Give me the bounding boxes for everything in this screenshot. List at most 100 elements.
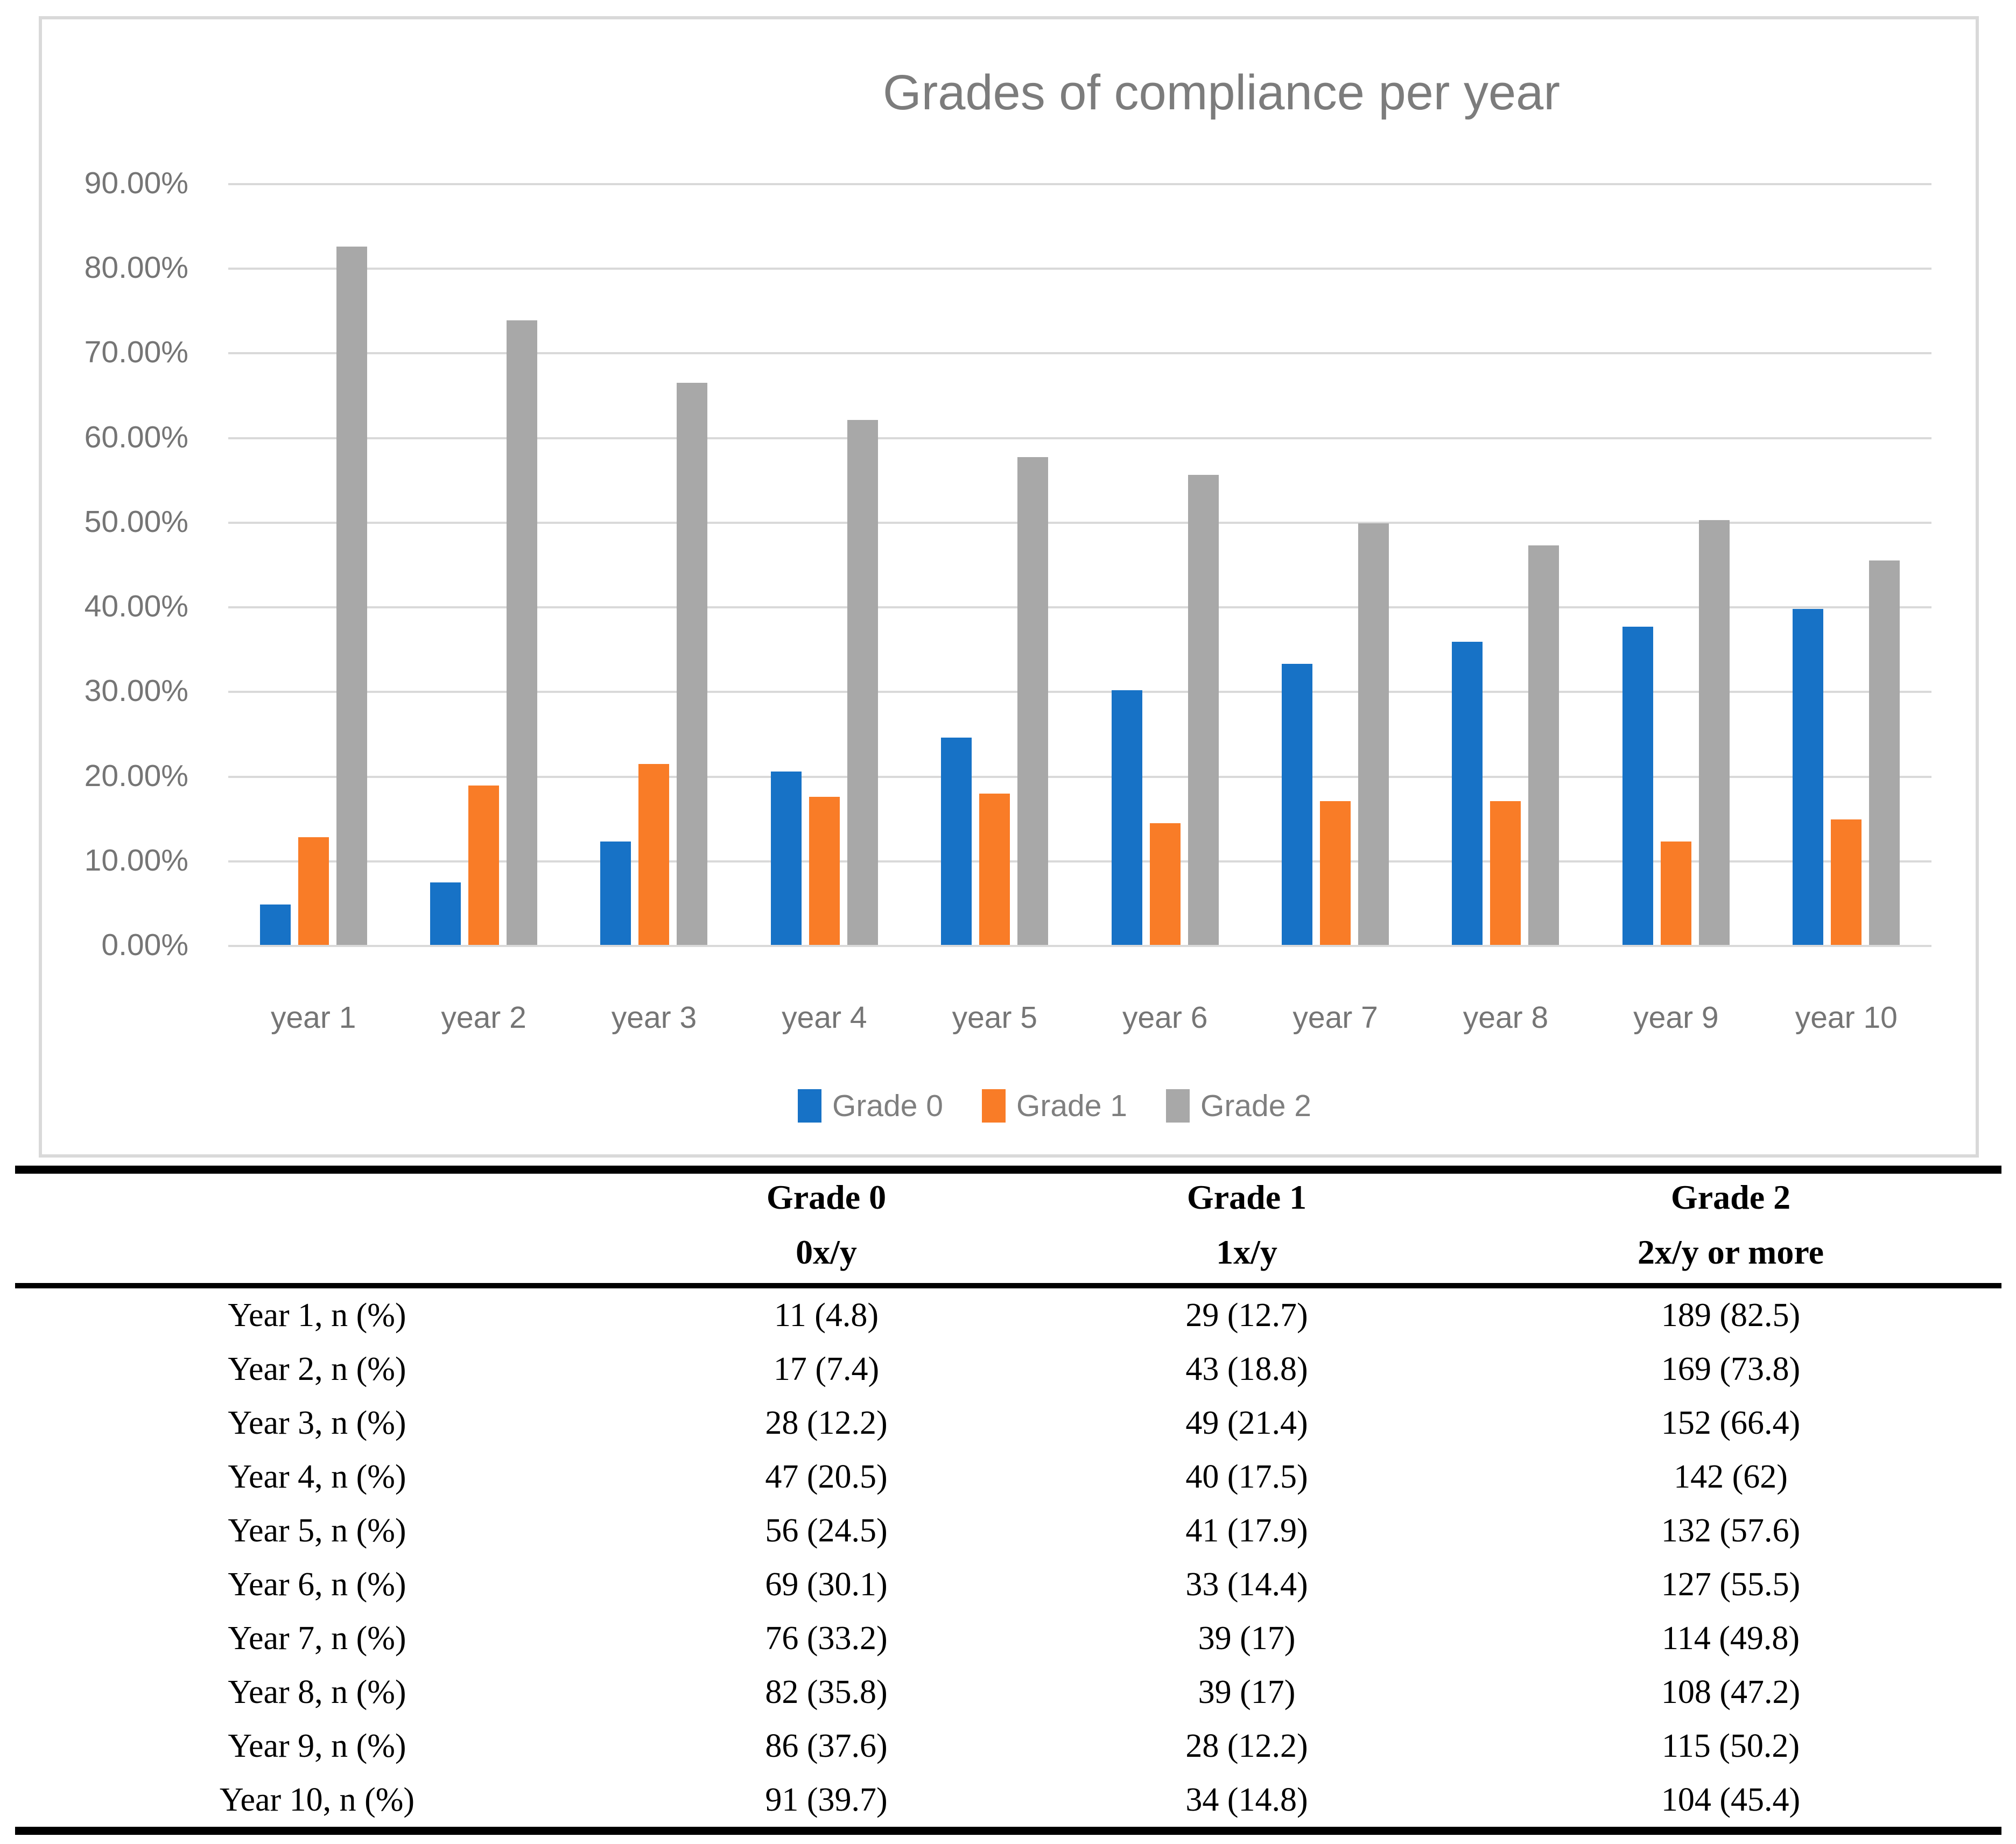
bar-group [1591,183,1761,945]
bar-grade-0 [259,904,291,945]
x-axis-label: year 6 [1122,1000,1208,1035]
chart-title: Grades of compliance per year [883,65,1560,120]
row-label-cell: Year 8, n (%) [228,1674,406,1710]
table-body: Year 1, n (%) 11 (4.8) 29 (12.7) 189 (82.5)… [15,1288,2001,1827]
bar-group [1250,183,1420,945]
header-sublabel: 1x/y [1216,1233,1277,1271]
row-label-cell: Year 10, n (%) [219,1782,415,1818]
table-header-row: Grade 0 0x/y Grade 1 1x/y Grade 2 2x/y o… [15,1174,2001,1272]
x-axis-label: year 2 [441,1000,526,1035]
grade-0-cell: 82 (35.8) [765,1674,888,1710]
bar-grade-0 [1622,626,1653,945]
bar-grade-0 [770,771,802,945]
bar-grade-0 [1452,642,1483,945]
header-label: Grade 1 [1186,1178,1307,1216]
grade-0-cell: 86 (37.6) [765,1728,888,1764]
bar-group [910,183,1080,945]
grade-0-cell: 76 (33.2) [765,1620,888,1657]
x-axis-label: year 5 [952,1000,1037,1035]
grade-2-cell: 115 (50.2) [1662,1728,1800,1764]
row-label-cell: Year 7, n (%) [228,1620,406,1657]
y-axis-tick-label: 80.00% [84,250,188,285]
x-axis-label: year 3 [611,1000,697,1035]
legend-swatch-grade-2 [1165,1089,1190,1123]
x-axis-label: year 4 [782,1000,867,1035]
bar-grade-0 [600,842,631,945]
table-row: Year 4, n (%) 47 (20.5) 40 (17.5) 142 (62) [15,1450,2001,1504]
bar-grade-2 [507,320,538,945]
bar-grade-2 [336,246,367,945]
grade-0-cell: 69 (30.1) [765,1566,888,1603]
grade-2-cell: 127 (55.5) [1661,1566,1801,1603]
grade-1-cell: 49 (21.4) [1185,1405,1308,1441]
header-label: Grade 2 [1670,1178,1791,1216]
grade-1-cell: 34 (14.8) [1185,1782,1308,1818]
grade-1-cell: 33 (14.4) [1185,1566,1308,1603]
grade-0-cell: 47 (20.5) [765,1459,888,1495]
table-header-cell: Grade 2 2x/y or more [1460,1174,2001,1272]
y-axis-tick-label: 20.00% [84,758,188,793]
grade-2-cell: 104 (45.4) [1661,1782,1801,1818]
bar-grade-2 [1188,475,1219,945]
plot-area [228,183,1931,947]
legend-label: Grade 0 [832,1089,944,1123]
gridline [228,860,1931,863]
legend-item: Grade 2 [1165,1088,1311,1124]
gridline [228,945,1931,947]
row-label-cell: Year 9, n (%) [228,1728,406,1764]
grade-1-cell: 40 (17.5) [1185,1459,1308,1495]
legend-item: Grade 1 [982,1088,1127,1124]
y-axis-tick-label: 50.00% [84,504,188,539]
y-axis-tick-label: 60.00% [84,419,188,454]
grade-1-cell: 41 (17.9) [1185,1512,1308,1549]
legend-swatch-grade-1 [982,1089,1006,1123]
y-axis-tick-label: 10.00% [84,843,188,878]
bar-group [1421,183,1591,945]
grade-2-cell: 132 (57.6) [1661,1512,1801,1549]
bar-grade-2 [1528,545,1560,945]
x-axis-label: year 8 [1463,1000,1549,1035]
grade-2-cell: 189 (82.5) [1661,1297,1801,1334]
bar-grade-1 [298,837,329,945]
bar-grade-0 [1282,664,1313,945]
row-label-cell: Year 2, n (%) [228,1351,406,1387]
grade-2-cell: 169 (73.8) [1661,1351,1801,1387]
grade-0-cell: 91 (39.7) [765,1782,888,1818]
bar-grade-0 [1111,690,1142,945]
table-header-cell [15,1174,619,1272]
gridline [228,268,1931,270]
gridline [228,521,1931,524]
bar-grade-1 [1149,823,1181,945]
y-axis-tick-label: 30.00% [84,674,188,709]
row-label-cell: Year 6, n (%) [228,1566,406,1603]
grade-1-cell: 39 (17) [1198,1620,1296,1657]
grade-2-cell: 114 (49.8) [1662,1620,1800,1657]
table-row: Year 7, n (%) 76 (33.2) 39 (17) 114 (49.8) [15,1611,2001,1665]
header-sublabel: 2x/y or more [1638,1233,1824,1271]
chart-legend: Grade 0 Grade 1 Grade 2 [42,1088,1976,1124]
gridline [228,352,1931,355]
grade-2-cell: 142 (62) [1674,1459,1788,1495]
y-axis-tick-label: 40.00% [84,589,188,624]
x-axis-label: year 9 [1633,1000,1719,1035]
table-header-cell: Grade 0 0x/y [619,1174,1034,1272]
bar-grade-0 [430,882,461,945]
grade-0-cell: 28 (12.2) [765,1405,888,1441]
x-axis-label: year 7 [1293,1000,1378,1035]
bar-grade-1 [1831,819,1862,945]
bar-grade-0 [1793,608,1824,945]
y-axis-tick-label: 70.00% [84,335,188,370]
gridline [228,775,1931,778]
bar-group [398,183,568,945]
table-row: Year 3, n (%) 28 (12.2) 49 (21.4) 152 (66.4… [15,1396,2001,1450]
bar-grade-2 [1869,560,1900,945]
bar-grade-2 [1017,457,1049,945]
table-row: Year 6, n (%) 69 (30.1) 33 (14.4) 127 (55.5… [15,1558,2001,1611]
table-header-rule [15,1283,2001,1288]
bar-grade-0 [941,737,972,945]
bar-group [569,183,739,945]
grade-0-cell: 17 (7.4) [773,1351,880,1387]
table-bottom-rule [15,1827,2001,1835]
bar-group [739,183,909,945]
